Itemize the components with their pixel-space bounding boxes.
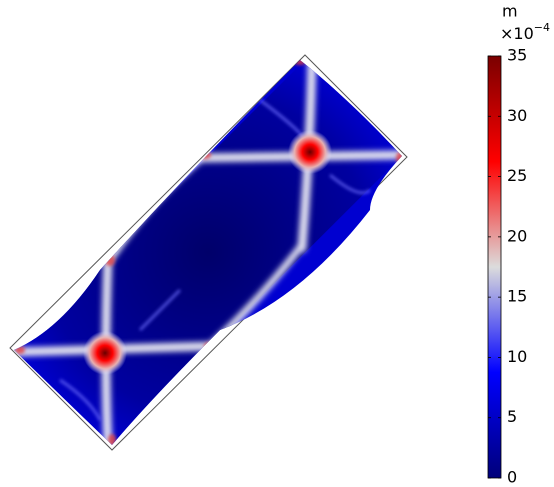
colorbar xyxy=(488,56,501,478)
colorbar-tick-label: 5 xyxy=(507,407,517,426)
scale-base: ×10 xyxy=(500,24,534,43)
surface-plot xyxy=(0,40,420,460)
colorbar-tick-label: 10 xyxy=(507,347,527,366)
colorbar-tick-label: 35 xyxy=(507,46,527,65)
chart: m ×10−4 0 5 10 15 20 25 30 35 xyxy=(0,0,554,487)
unit-label: m xyxy=(502,2,518,21)
colorbar-tick-label: 30 xyxy=(507,106,527,125)
colorbar-tick-label: 15 xyxy=(507,287,527,306)
colorbar-tick-label: 20 xyxy=(507,226,527,245)
colorbar-tick-label: 25 xyxy=(507,166,527,185)
scale-exponent: −4 xyxy=(534,21,550,34)
scale-label: ×10−4 xyxy=(500,21,550,43)
colorbar-tick-label: 0 xyxy=(507,468,517,487)
